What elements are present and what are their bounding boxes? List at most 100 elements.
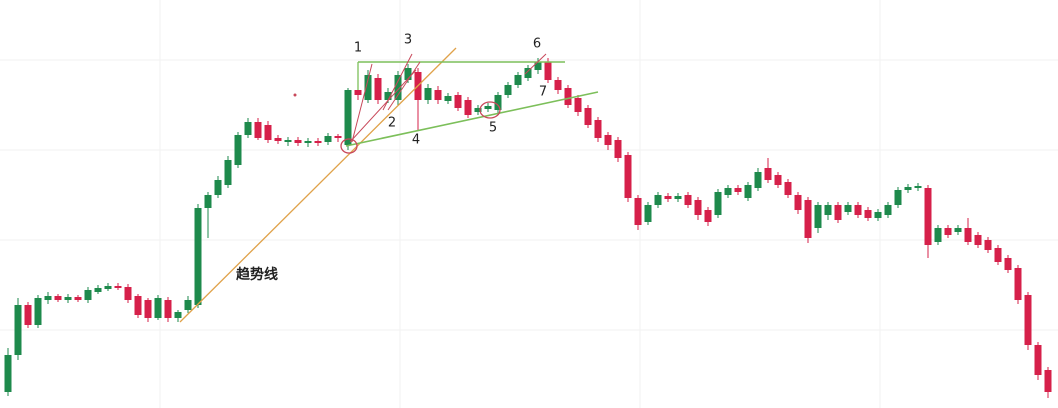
candle-body <box>84 290 92 300</box>
candle-body <box>574 98 582 112</box>
candle-body <box>294 140 302 143</box>
wave-label: 7 <box>539 85 547 100</box>
candle-body <box>104 286 112 289</box>
candle-body <box>164 300 172 318</box>
candle-body <box>694 200 702 215</box>
candle-body <box>334 136 342 138</box>
candles <box>4 58 1052 398</box>
candle-body <box>914 186 922 188</box>
candle-body <box>64 297 72 300</box>
candle-body <box>4 355 12 392</box>
candle-body <box>724 188 732 195</box>
candle-body <box>344 90 352 145</box>
candle-body <box>764 168 772 180</box>
candle-body <box>314 141 322 143</box>
candle-body <box>814 205 822 228</box>
candle-body <box>524 68 532 78</box>
candle-body <box>934 228 942 242</box>
candle-body <box>544 62 552 80</box>
candle-body <box>134 296 142 315</box>
candle-body <box>284 140 292 142</box>
candle-body <box>634 198 642 225</box>
candle-body <box>1024 295 1032 345</box>
candle-body <box>324 136 332 142</box>
candle-body <box>674 196 682 199</box>
candle-body <box>744 185 752 198</box>
candle-body <box>274 138 282 141</box>
candle-body <box>734 188 742 192</box>
candle-body <box>94 288 102 292</box>
trendline-label: 趋势线 <box>236 266 278 283</box>
candle-body <box>184 300 192 310</box>
candle-body <box>594 120 602 138</box>
candle-body <box>44 296 52 300</box>
candle-body <box>854 205 862 215</box>
candle-body <box>404 68 412 80</box>
candle-body <box>424 88 432 100</box>
candle-body <box>954 228 962 232</box>
candle-body <box>884 205 892 215</box>
candle-body <box>484 106 492 109</box>
wave-label: 5 <box>489 121 497 136</box>
candle-body <box>534 62 542 70</box>
candle-body <box>894 190 902 205</box>
candle-body <box>144 300 152 318</box>
candle-body <box>264 125 272 140</box>
candle-body <box>304 141 312 143</box>
candle-body <box>464 100 472 115</box>
candle-body <box>874 212 882 218</box>
candle-body <box>174 312 182 318</box>
candle-body <box>14 305 22 355</box>
candle-body <box>834 205 842 220</box>
candle-body <box>114 286 122 288</box>
candle-body <box>204 195 212 208</box>
candle-body <box>214 180 222 195</box>
candle-body <box>374 78 382 100</box>
candle-body <box>74 297 82 300</box>
candle-body <box>234 135 242 165</box>
candle-body <box>704 210 712 222</box>
wave-label: 2 <box>388 116 396 131</box>
wave-label: 1 <box>354 41 362 56</box>
candle-body <box>904 187 912 190</box>
candle-body <box>554 80 562 90</box>
candle-body <box>864 210 872 218</box>
candle-body <box>124 287 132 300</box>
candle-body <box>1034 345 1042 375</box>
candle-body <box>804 200 812 238</box>
candle-body <box>964 228 972 242</box>
wave-label: 6 <box>533 37 541 52</box>
candle-body <box>614 140 622 158</box>
candle-body <box>754 172 762 188</box>
candle-body <box>924 188 932 245</box>
candle-body <box>354 90 362 95</box>
candle-body <box>454 95 462 108</box>
candle-body <box>254 122 262 138</box>
candle-body <box>774 175 782 185</box>
candle-body <box>824 205 832 215</box>
candle-body <box>784 182 792 195</box>
candle-body <box>1004 258 1012 270</box>
wave-label: 3 <box>404 33 412 48</box>
candle-body <box>664 196 672 199</box>
candle-body <box>434 90 442 100</box>
candle-body <box>364 75 372 100</box>
annotations: 1 2 3 4 5 6 7 趋势线 <box>236 33 547 284</box>
candle-body <box>1044 370 1052 392</box>
candle-body <box>504 85 512 95</box>
candle-body <box>974 235 982 245</box>
candle-body <box>604 135 612 145</box>
candle-body <box>474 108 482 112</box>
candle-body <box>384 92 392 100</box>
candle-body <box>844 205 852 212</box>
candle-body <box>584 108 592 125</box>
candle-body <box>444 96 452 101</box>
candle-body <box>654 195 662 205</box>
candle-body <box>494 95 502 110</box>
candle-body <box>244 122 252 135</box>
candle-body <box>624 155 632 198</box>
candle-body <box>994 248 1002 262</box>
candle-body <box>514 75 522 85</box>
